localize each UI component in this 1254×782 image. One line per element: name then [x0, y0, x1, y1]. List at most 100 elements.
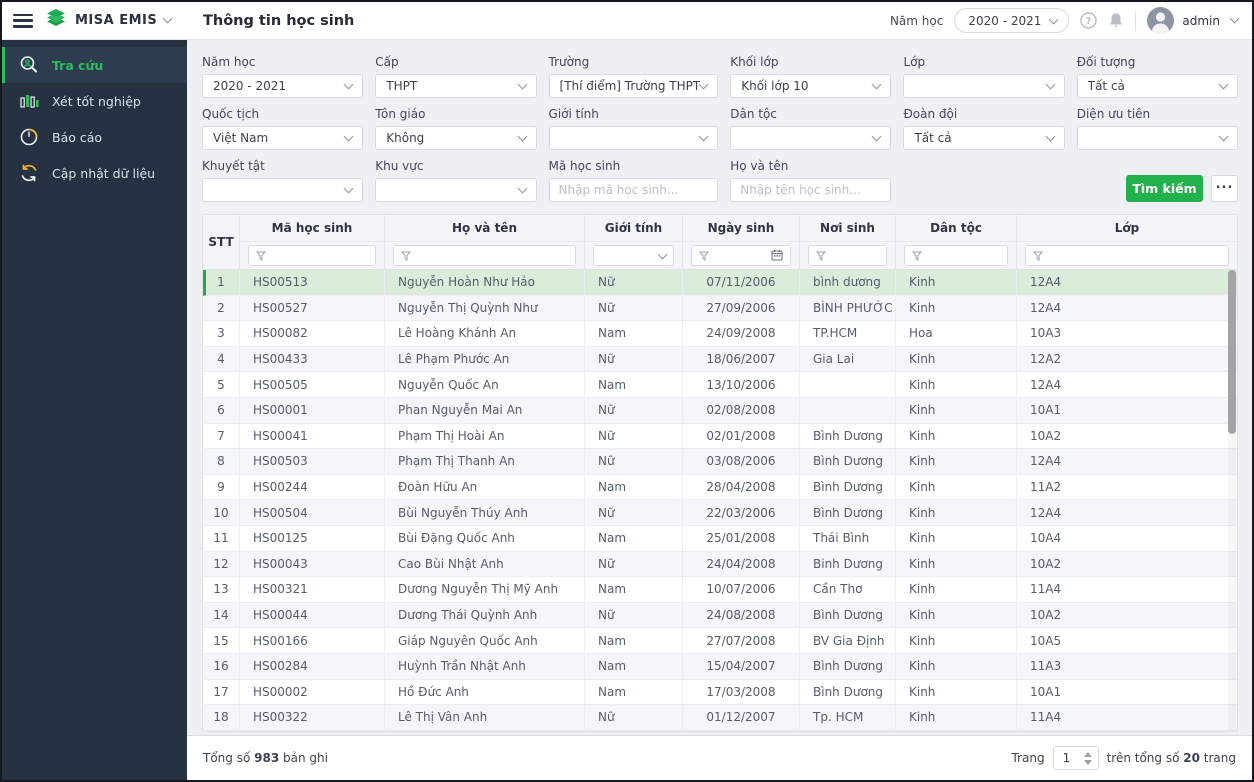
cell-gender: Nữ	[585, 423, 683, 449]
cell-dob: 17/03/2008	[683, 679, 800, 705]
column-header-ethnic[interactable]: Dân tộc	[896, 215, 1016, 242]
column-header-class[interactable]: Lớp	[1017, 215, 1237, 242]
column-header-stt[interactable]: STT	[203, 215, 240, 269]
filter-select[interactable]	[903, 74, 1065, 98]
cell-class: 10A2	[1030, 428, 1062, 443]
table-row[interactable]: 3 HS00082 Lê Hoàng Khánh An Nam 24/09/20…	[203, 321, 1237, 347]
avatar[interactable]	[1147, 7, 1175, 34]
cell-pob: Bình Dương	[800, 423, 896, 449]
table-row[interactable]: 2 HS00527 Nguyễn Thị Quỳnh Như Nữ 27/09/…	[203, 295, 1237, 322]
table-body: 1 HS00513 Nguyễn Hoàn Như Hảo Nữ 07/11/2…	[203, 270, 1237, 731]
page-number-input[interactable]: 1	[1052, 746, 1099, 770]
chevron-down-icon	[698, 79, 709, 90]
sidebar-item-tra-cuu[interactable]: Tra cứu	[2, 47, 187, 83]
column-filter-pob[interactable]	[800, 242, 895, 269]
table-row[interactable]: 7 HS00041 Phạm Thị Hoài An Nữ 02/01/2008…	[203, 423, 1237, 450]
cell-class: 10A5	[1030, 633, 1062, 648]
filter-label: Đoàn đội	[903, 107, 958, 121]
notifications-bell-icon[interactable]	[1108, 12, 1124, 29]
sidebar-item-cap-nhat-du-lieu[interactable]: Cập nhật dữ liệu	[2, 155, 187, 191]
bar-chart-icon	[18, 90, 40, 112]
cell-pob: bình dương	[800, 270, 896, 295]
help-icon[interactable]: ?	[1080, 12, 1098, 29]
cell-name: Nguyễn Thị Quỳnh Như	[385, 295, 585, 321]
filter-select[interactable]: 2020 - 2021	[202, 74, 364, 98]
filter-select[interactable]: Tất cả	[1076, 74, 1238, 98]
cell-ethnic: Kinh	[896, 372, 1017, 397]
column-header-code[interactable]: Mã học sinh	[240, 215, 384, 242]
cell-ethnic: Kinh	[896, 628, 1017, 653]
scrollbar-thumb[interactable]	[1228, 270, 1236, 434]
table-row[interactable]: 17 HS00002 Hồ Đức Anh Nam 17/03/2008 Bìn…	[203, 679, 1237, 706]
search-button[interactable]: Tìm kiếm	[1125, 175, 1203, 202]
brand[interactable]: MISA EMIS	[44, 7, 173, 35]
page-spinner[interactable]	[1083, 751, 1092, 765]
table-row[interactable]: 18 HS00322 Lê Thị Vân Anh Nữ 01/12/2007 …	[203, 705, 1237, 731]
filter-select[interactable]: Việt Nam	[202, 126, 364, 150]
table-row[interactable]: 11 HS00125 Bùi Đặng Quốc Anh Nam 25/01/2…	[203, 525, 1237, 552]
hamburger-menu-icon[interactable]	[13, 13, 33, 28]
table-row[interactable]: 8 HS00503 Phạm Thị Thanh An Nữ 03/08/200…	[203, 449, 1237, 475]
table-row[interactable]: 15 HS00166 Giáp Nguyên Quốc Anh Nam 27/0…	[203, 628, 1237, 654]
cell-code: HS00082	[240, 321, 385, 346]
column-header-pob[interactable]: Nơi sinh	[800, 215, 895, 242]
table-row[interactable]: 16 HS00284 Huỳnh Trần Nhật Anh Nam 15/04…	[203, 653, 1237, 680]
cell-code: HS00244	[240, 474, 385, 500]
filter-select[interactable]: Không	[375, 126, 537, 150]
brand-chevron-down-icon[interactable]	[162, 13, 173, 24]
filter-label: Quốc tịch	[202, 107, 260, 121]
table-scrollbar[interactable]	[1228, 270, 1236, 731]
cell-gender: Nữ	[585, 397, 683, 423]
table-row[interactable]: 6 HS00001 Phan Nguyễn Mai An Nữ 02/08/20…	[203, 397, 1237, 424]
column-filter-class[interactable]	[1017, 242, 1237, 269]
calendar-icon[interactable]	[771, 246, 783, 265]
filter-select[interactable]	[548, 126, 719, 150]
table-row[interactable]: 1 HS00513 Nguyễn Hoàn Như Hảo Nữ 07/11/2…	[203, 270, 1237, 296]
filter-text-input[interactable]	[548, 178, 719, 202]
cell-ethnic: Kinh	[896, 423, 1017, 449]
column-filter-code[interactable]	[240, 242, 384, 269]
filter-label: Lớp	[903, 55, 926, 69]
column-filter-name[interactable]	[385, 242, 584, 269]
sidebar-item-bao-cao[interactable]: Báo cáo	[2, 119, 187, 155]
filter-select[interactable]	[730, 126, 892, 150]
filter-select[interactable]	[375, 178, 537, 202]
spinner-down-icon	[1083, 759, 1092, 765]
table-row[interactable]: 10 HS00504 Bùi Nguyễn Thúy Anh Nữ 22/03/…	[203, 500, 1237, 526]
filter-select[interactable]: [Thí điểm] Trường THPT	[548, 74, 719, 98]
table-row[interactable]: 4 HS00433 Lê Phạm Phước An Nữ 18/06/2007…	[203, 346, 1237, 373]
more-options-button[interactable]: ...	[1210, 175, 1238, 202]
column-filter-ethnic[interactable]	[896, 242, 1016, 269]
cell-name: Cao Bùi Nhật Anh	[385, 551, 585, 577]
column-header-gender[interactable]: Giới tính	[585, 215, 682, 242]
school-year-dropdown[interactable]: 2020 - 2021	[954, 8, 1070, 33]
column-filter-dob[interactable]	[683, 242, 799, 269]
column-header-dob[interactable]: Ngày sinh	[683, 215, 799, 242]
filter-select[interactable]	[1076, 126, 1238, 150]
cell-name: Dương Thái Quỳnh Anh	[385, 602, 585, 628]
column-filter-gender[interactable]	[585, 242, 682, 269]
cell-stt: 16	[203, 653, 240, 679]
filter-text-input[interactable]	[730, 178, 892, 202]
filter-select[interactable]: THPT	[375, 74, 537, 98]
cell-stt: 7	[203, 423, 240, 449]
filter-select-value: Không	[386, 131, 425, 145]
cell-stt: 2	[203, 295, 240, 321]
table-row[interactable]: 14 HS00044 Dương Thái Quỳnh Anh Nữ 24/08…	[203, 602, 1237, 629]
sidebar-item-xet-tot-nghiep[interactable]: Xét tốt nghiệp	[2, 83, 187, 119]
user-menu-chevron-down-icon[interactable]	[1229, 13, 1240, 24]
table-row[interactable]: 9 HS00244 Đoàn Hữu An Nam 28/04/2008 Bìn…	[203, 474, 1237, 501]
brand-name: MISA EMIS	[75, 13, 158, 28]
school-year-label: Năm học	[889, 13, 944, 28]
table-row[interactable]: 12 HS00043 Cao Bùi Nhật Anh Nữ 24/04/200…	[203, 551, 1237, 578]
table-row[interactable]: 5 HS00505 Nguyễn Quốc An Nam 13/10/2006 …	[203, 372, 1237, 398]
column-header-name[interactable]: Họ và tên	[385, 215, 584, 242]
table-row[interactable]: 13 HS00321 Dương Nguyễn Thị Mỹ Anh Nam 1…	[203, 577, 1237, 603]
chevron-down-icon	[1045, 131, 1056, 142]
filter-select[interactable]: Khối lớp 10	[730, 74, 892, 98]
filter-select[interactable]: Tất cả	[903, 126, 1065, 150]
cell-gender: Nữ	[585, 346, 683, 372]
page-number-value: 1	[1062, 751, 1071, 765]
filter-select[interactable]	[202, 178, 364, 202]
filter-label: Cấp	[375, 55, 399, 69]
